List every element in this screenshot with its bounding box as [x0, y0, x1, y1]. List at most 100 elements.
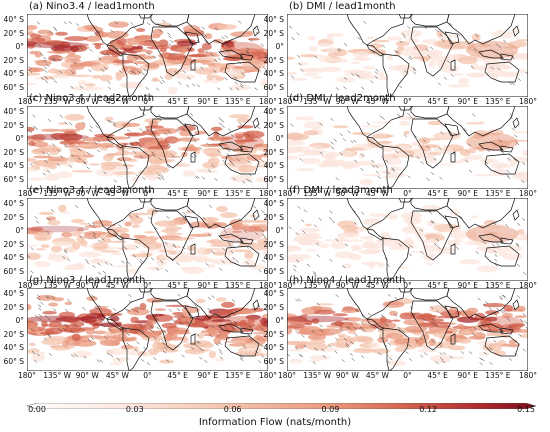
lat-tick-label: 60° S — [3, 267, 24, 276]
lon-tick-label: 90° E — [197, 189, 218, 198]
lon-tick-label: 135° E — [485, 371, 511, 380]
panel-title: (e) Nino3.4 / lead3month — [29, 185, 155, 196]
lat-tick-label: 40° S — [3, 289, 24, 298]
lon-tick-label: 0° — [143, 97, 152, 106]
significance-hatching — [288, 205, 527, 276]
lon-tick-label: 90° W — [75, 97, 99, 106]
information-flow-field — [27, 21, 268, 95]
lon-tick-label: 135° W — [43, 281, 72, 290]
significance-hatching — [287, 293, 528, 366]
lat-tick-label: 20° S — [3, 28, 24, 38]
lat-tick-label: 20° S — [263, 239, 284, 249]
lon-tick-label: 45° W — [365, 281, 389, 290]
panel-title: (a) Nino3.4 / lead1month — [29, 1, 155, 12]
lat-tick-label: 40° S — [263, 161, 284, 171]
lat-tick-label: 60° S — [263, 83, 284, 92]
lon-tick-label: 135° E — [485, 97, 511, 106]
lat-tick-label: 40° S — [3, 253, 24, 263]
lon-tick-label: 180° — [258, 189, 278, 198]
lat-tick-label: 20° S — [263, 55, 284, 65]
lat-tick-label: 40° S — [263, 343, 284, 353]
lon-tick-label: 90° W — [75, 189, 99, 198]
lon-tick-label: 90° W — [335, 97, 359, 106]
significance-hatching — [28, 112, 264, 184]
lon-tick-label: 90° E — [457, 97, 478, 106]
lon-tick-label: 45° W — [365, 371, 389, 380]
lat-tick-label: 40° S — [263, 289, 284, 298]
lon-tick-label: 180° — [17, 281, 37, 290]
lat-tick-label: 60° S — [3, 83, 24, 92]
lat-tick-label: 40° S — [263, 107, 284, 116]
map-panel: (f) DMI / lead3month 40° S 20° S 0° 20° S 40°… — [264, 186, 537, 290]
map-plot — [27, 288, 268, 371]
lon-tick-label: 45° E — [427, 189, 448, 198]
lon-tick-label: 90° E — [197, 281, 218, 290]
map-panel: (a) Nino3.4 / lead1month 40° S 20° S 0° 20° … — [4, 1, 277, 106]
lon-tick-label: 180° — [258, 97, 278, 106]
lat-tick-label: 0° — [275, 226, 284, 236]
map-plot — [27, 14, 268, 97]
lon-tick-label: 180° — [17, 189, 37, 198]
lon-tick-label: 135° E — [485, 189, 511, 198]
lon-tick-label: 45° W — [105, 371, 129, 380]
panel-title: (d) DMI / lead2month — [289, 93, 396, 104]
lat-tick-label: 20° S — [263, 147, 284, 157]
lat-tick-label: 0° — [15, 226, 24, 236]
lon-tick-label: 135° W — [303, 189, 332, 198]
lat-tick-label: 40° S — [3, 107, 24, 116]
lon-tick-label: 180° — [518, 281, 538, 290]
lon-tick-label: 45° E — [167, 281, 188, 290]
lon-tick-label: 45° E — [427, 281, 448, 290]
lon-tick-label: 45° E — [167, 371, 188, 380]
map-plot — [287, 288, 528, 371]
coastlines — [346, 198, 520, 281]
lon-tick-label: 90° W — [335, 189, 359, 198]
lon-tick-label: 90° E — [457, 371, 478, 380]
panel-title: (b) DMI / lead1month — [289, 1, 396, 12]
lon-tick-label: 0° — [143, 281, 152, 290]
lon-tick-label: 135° E — [225, 371, 251, 380]
lat-tick-label: 20° S — [263, 120, 284, 130]
lon-tick-label: 135° W — [303, 97, 332, 106]
lat-tick-label: 0° — [15, 134, 24, 144]
lon-tick-label: 90° E — [197, 97, 218, 106]
colorbar-tick-label: 0.09 — [321, 405, 340, 414]
coastlines — [86, 198, 260, 281]
lat-tick-label: 20° S — [3, 120, 24, 130]
lon-tick-label: 0° — [143, 371, 152, 380]
lon-tick-label: 180° — [17, 97, 37, 106]
lat-tick-label: 20° S — [3, 147, 24, 157]
colorbar-tick-label: 0.00 — [28, 405, 46, 414]
colorbar-tick-label: 0.03 — [125, 405, 144, 414]
lon-tick-label: 180° — [277, 189, 297, 198]
map-plot — [27, 106, 268, 189]
coastlines — [346, 14, 520, 97]
lon-tick-label: 45° W — [365, 97, 389, 106]
lat-tick-label: 40° S — [263, 253, 284, 263]
lat-tick-label: 60° S — [263, 357, 284, 366]
map-plot — [287, 14, 528, 97]
lon-tick-label: 0° — [143, 189, 152, 198]
lon-tick-label: 135° W — [43, 371, 72, 380]
lat-tick-label: 40° S — [3, 199, 24, 208]
lon-tick-label: 135° E — [485, 281, 511, 290]
lat-tick-label: 40° S — [3, 161, 24, 171]
lat-tick-label: 20° S — [263, 28, 284, 38]
lon-tick-label: 90° W — [75, 371, 99, 380]
colorbar — [26, 394, 537, 410]
panel-title: (g) Nino3 / lead1month — [29, 275, 146, 286]
lat-tick-label: 40° S — [263, 199, 284, 208]
lat-tick-label: 40° S — [3, 343, 24, 353]
lat-tick-label: 60° S — [3, 175, 24, 184]
lat-tick-label: 0° — [275, 316, 284, 326]
lon-tick-label: 180° — [277, 281, 297, 290]
lat-tick-label: 40° S — [263, 15, 284, 24]
lat-tick-label: 40° S — [263, 69, 284, 79]
significance-hatching — [27, 204, 268, 275]
lon-tick-label: 135° W — [43, 189, 72, 198]
lon-tick-label: 135° W — [303, 281, 332, 290]
colorbar-tick-label: 0.15 — [517, 405, 535, 414]
lon-tick-label: 180° — [518, 97, 538, 106]
lon-tick-label: 45° E — [167, 97, 188, 106]
lon-tick-label: 45° W — [365, 189, 389, 198]
